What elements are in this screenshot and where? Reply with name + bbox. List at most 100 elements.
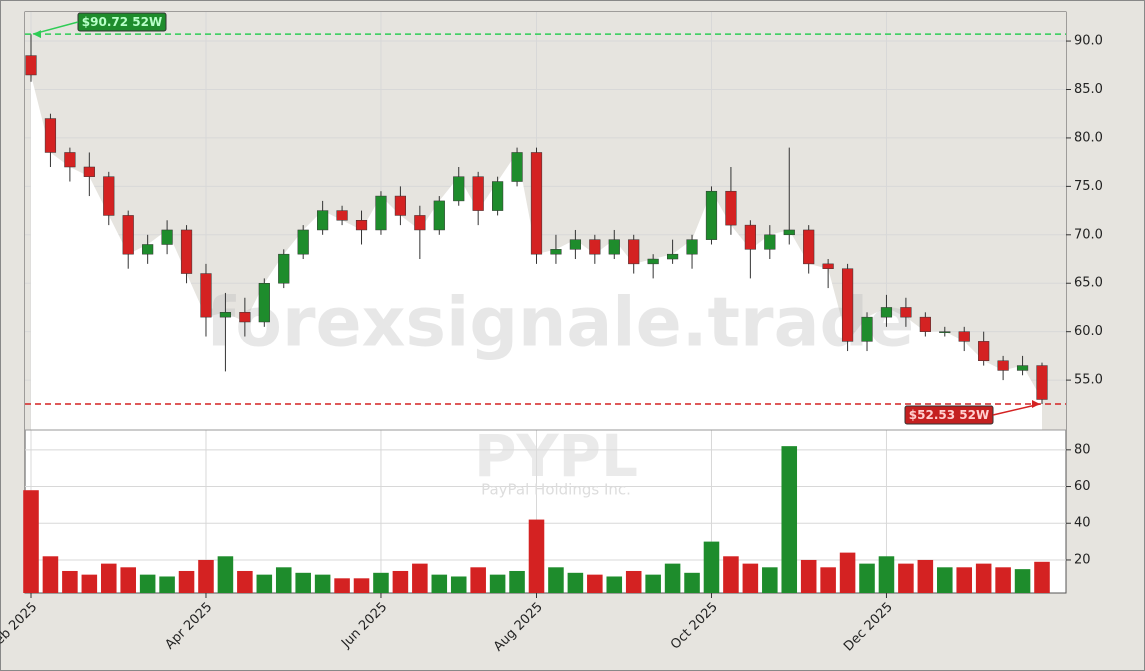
volume-bar [431, 574, 448, 593]
candle-body [569, 239, 581, 250]
volume-bar [762, 567, 778, 593]
candle-body [628, 239, 640, 265]
volume-bar [956, 567, 973, 593]
candle-body [278, 253, 290, 284]
candle-body [841, 268, 854, 342]
volume-bar [373, 572, 389, 593]
volume-bar [198, 559, 214, 593]
symbol-watermark: PYPL [474, 422, 638, 490]
volume-bar [81, 574, 98, 593]
volume-bar [664, 563, 681, 593]
volume-bar [975, 563, 992, 593]
volume-bar [1014, 569, 1031, 593]
y-tick-label: 55.0 [1074, 373, 1103, 388]
volume-bar [567, 572, 584, 593]
candle-body [44, 118, 57, 153]
candle-body [433, 200, 445, 231]
candle-body [880, 307, 893, 318]
volume-bar [742, 563, 759, 593]
volume-bar [353, 578, 370, 593]
candle-body [394, 195, 407, 216]
candle-body [355, 220, 368, 231]
volume-bar [839, 552, 856, 593]
volume-bar [509, 570, 525, 593]
volume-bar [528, 519, 545, 593]
volume-bar [937, 567, 953, 593]
y-tick-label: 85.0 [1074, 82, 1103, 97]
volume-bar [625, 570, 642, 593]
volume-bar [23, 490, 39, 593]
candle-body [958, 331, 970, 342]
y-tick-label: 75.0 [1074, 179, 1103, 194]
volume-bar [859, 563, 875, 593]
candle-body [258, 282, 270, 323]
candle-body [900, 307, 912, 318]
reference-arrow-head [1032, 400, 1040, 409]
candle-body [161, 229, 173, 245]
y-tick-label: 60.0 [1074, 324, 1103, 339]
candle-body [64, 152, 76, 168]
candle-body [550, 249, 562, 255]
company-watermark: PayPal Holdings Inc. [481, 481, 631, 499]
price-area [31, 74, 1042, 430]
volume-bar [820, 567, 836, 593]
candle-body [783, 229, 795, 236]
volume-tick-label: 60 [1074, 479, 1091, 494]
volume-bar [392, 570, 409, 593]
price-area-fill [31, 74, 1042, 430]
volume-bar [275, 567, 292, 593]
volume-bar [587, 574, 603, 593]
volume-bar [178, 570, 195, 593]
candle-body [122, 215, 134, 255]
reference-label: $90.72 52W [82, 15, 162, 29]
volume-bar [548, 567, 564, 593]
candle-body [919, 316, 931, 332]
volume-bar [489, 574, 506, 593]
candle-body [297, 229, 309, 255]
volume-bar [723, 556, 739, 593]
volume-bar [120, 567, 136, 593]
candle-body [608, 239, 620, 255]
reference-arrow-head [33, 30, 41, 39]
candle-body [803, 229, 815, 265]
candle-body [219, 312, 232, 318]
volume-tick-label: 80 [1074, 442, 1091, 457]
candle-body [686, 239, 698, 255]
candle-body [589, 239, 601, 255]
volume-tick-label: 40 [1074, 516, 1091, 531]
volume-bar [100, 563, 117, 593]
volume-bar [412, 563, 428, 593]
candle-body [492, 181, 504, 211]
volume-bar [450, 576, 467, 593]
candle-body [317, 210, 329, 231]
candle-body [666, 253, 679, 260]
watermark: forexsignale.trade [206, 284, 915, 363]
candle-body [822, 263, 834, 269]
volume-bar [800, 559, 817, 593]
volume-bar [684, 572, 700, 593]
candle-body [997, 360, 1009, 371]
volume-tick-label: 20 [1074, 552, 1091, 567]
volume-bar [217, 556, 234, 593]
volume-bar [42, 556, 59, 593]
candle-body [83, 166, 95, 177]
candle-body [744, 224, 756, 250]
volume-bar [645, 574, 661, 593]
candle-body [472, 176, 484, 211]
candle-body [511, 152, 523, 182]
volume-bar [878, 556, 895, 593]
candle-body [705, 190, 718, 240]
volume-bar [470, 567, 486, 593]
candle-body [861, 316, 873, 342]
volume-bar [1034, 561, 1050, 593]
reference-label: $52.53 52W [909, 408, 989, 422]
candle-body [1036, 365, 1048, 400]
candle-body [647, 258, 659, 265]
candle-body [375, 195, 387, 231]
candle-body [336, 210, 348, 221]
volume-bar [159, 576, 175, 593]
y-tick-label: 80.0 [1074, 130, 1103, 145]
volume-bar [256, 574, 273, 593]
candle-body [414, 215, 426, 231]
